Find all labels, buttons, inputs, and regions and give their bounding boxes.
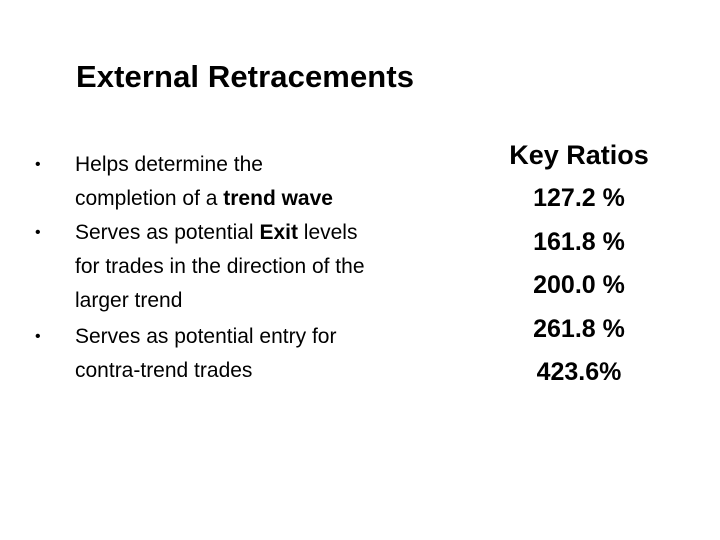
key-ratios-list: Key Ratios 127.2 % 161.8 % 200.0 % 261.8…	[488, 134, 670, 395]
bullet-text-segment: Serves as potential entry for contra-tre…	[75, 325, 337, 382]
bullet-item-exit-levels: • Serves as potential Exit levels for tr…	[0, 216, 400, 318]
bullet-text: Serves as potential entry for contra-tre…	[75, 320, 365, 388]
bullet-item-entry-contra-trend: • Serves as potential entry for contra-t…	[0, 320, 400, 388]
bullet-marker: •	[35, 156, 41, 173]
bullet-text-bold-segment: Exit	[259, 221, 298, 244]
bullet-marker: •	[35, 224, 41, 241]
ratio-value: 127.2 %	[533, 184, 625, 212]
bullet-text-segment: Helps determine the completion of a	[75, 153, 263, 210]
slide-title: External Retracements	[76, 59, 415, 94]
bullet-text: Serves as potential Exit levels for trad…	[75, 216, 365, 318]
ratio-value: 200.0 %	[533, 271, 625, 299]
ratio-value: 423.6%	[536, 358, 622, 386]
bullet-list: • Helps determine the completion of a tr…	[0, 148, 400, 388]
bullet-text: Helps determine the completion of a tren…	[75, 148, 365, 216]
ratio-value: 261.8 %	[533, 314, 625, 343]
bullet-text-bold-segment: trend wave	[223, 187, 333, 210]
bullet-marker: •	[35, 328, 41, 345]
bullet-text-segment: levels for trades in the direction of th…	[75, 221, 365, 312]
ratio-value: 161.8 %	[533, 227, 625, 256]
key-ratios-heading: Key Ratios	[509, 140, 649, 170]
bullet-text-segment: Serves as potential	[75, 221, 260, 244]
bullet-item-determine-completion: • Helps determine the completion of a tr…	[0, 148, 400, 216]
